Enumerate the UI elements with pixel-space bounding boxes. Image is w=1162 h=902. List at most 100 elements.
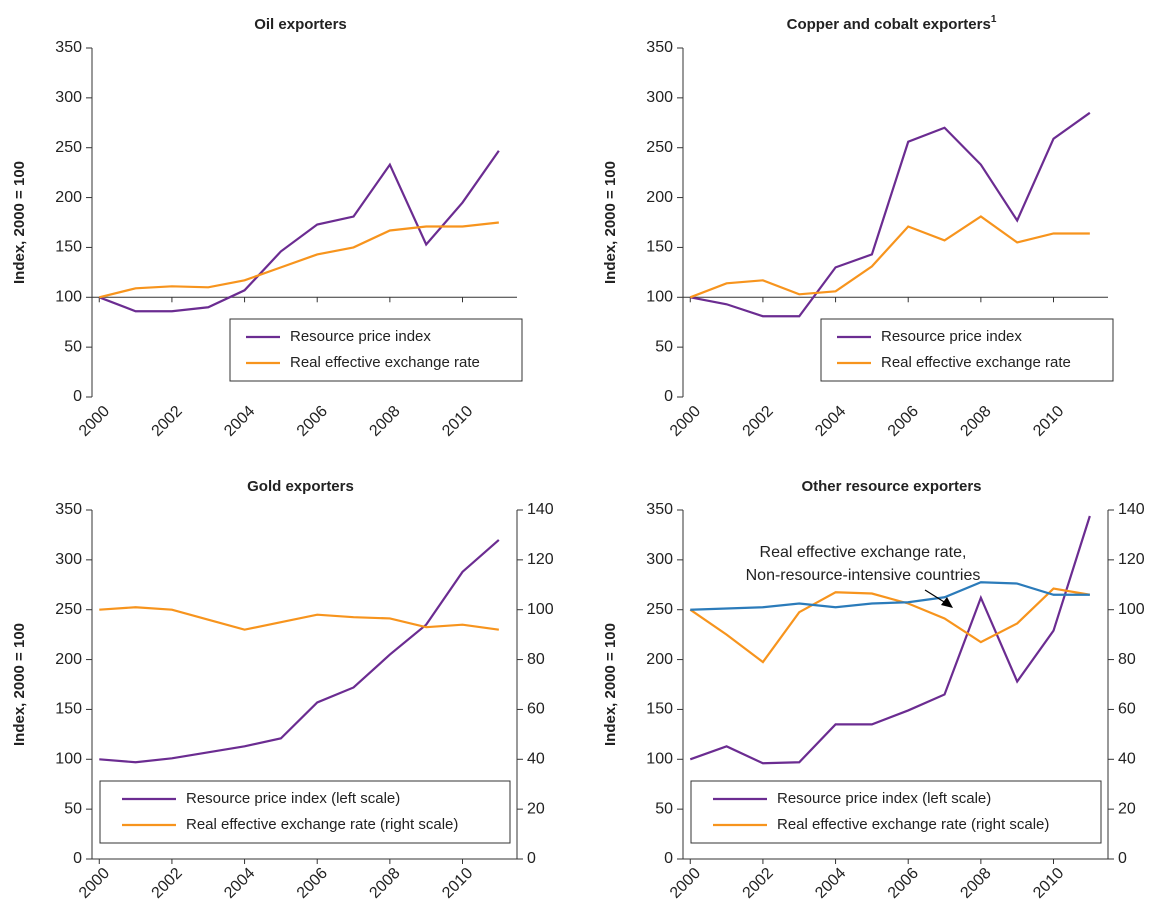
- x-tick-label: 2002: [740, 865, 777, 902]
- y-tick-label: 200: [55, 651, 82, 668]
- y2-tick-label: 140: [1118, 501, 1145, 518]
- y-tick-label: 200: [55, 189, 82, 206]
- legend: Resource price index Real effective excha…: [820, 318, 1114, 382]
- y2-tick-label: 20: [527, 800, 545, 817]
- y-axis-label: Index, 2000 = 100: [11, 623, 28, 746]
- x-tick-label: 2000: [76, 865, 113, 902]
- y-tick-label: 300: [646, 89, 673, 106]
- x-tick-label: 2004: [812, 403, 849, 440]
- y-tick-label: 150: [55, 701, 82, 718]
- chart-title: Gold exporters: [247, 478, 354, 495]
- title-text: Oil exporters: [254, 16, 347, 33]
- panel: Gold exporters Index, 2000 = 100 0 50 100 150…: [11, 478, 554, 902]
- x-tick-label: 2010: [439, 865, 476, 902]
- title-text: Gold exporters: [247, 478, 354, 495]
- y-tick-label: 150: [646, 701, 673, 718]
- legend-box: [690, 780, 1102, 844]
- y-tick-label: 0: [73, 850, 82, 867]
- x-tick-label: 2002: [149, 403, 186, 440]
- y-tick-label: 250: [646, 601, 673, 618]
- legend-box: [99, 780, 511, 844]
- y-tick-label: 250: [55, 139, 82, 156]
- x-tick-label: 2004: [221, 865, 258, 902]
- y2-tick-label: 20: [1118, 800, 1136, 817]
- data-line: [99, 606, 499, 631]
- y2-tick-label: 120: [527, 551, 554, 568]
- legend-label: Real effective exchange rate (right scal…: [186, 816, 458, 833]
- legend: Resource price index (left scale) Real ef…: [99, 780, 511, 844]
- legend-label: Real effective exchange rate: [881, 354, 1071, 371]
- y-tick-label: 200: [646, 651, 673, 668]
- data-line: [690, 111, 1091, 318]
- y2-tick-label: 40: [1118, 751, 1136, 768]
- panel: Copper and cobalt exporters1 Index, 2000 …: [602, 14, 1114, 440]
- y2-tick-label: 140: [527, 501, 554, 518]
- data-line: [99, 539, 500, 764]
- data-line: [689, 215, 1090, 299]
- y-tick-label: 0: [73, 388, 82, 405]
- y2-tick-label: 100: [527, 601, 554, 618]
- x-tick-label: 2002: [149, 865, 186, 902]
- data-line: [690, 581, 1090, 611]
- chart-title: Other resource exporters: [801, 478, 981, 495]
- y2-tick-label: 40: [527, 751, 545, 768]
- y-tick-label: 100: [55, 751, 82, 768]
- y2-tick-label: 60: [527, 701, 545, 718]
- data-line: [98, 150, 500, 313]
- y-tick-label: 300: [55, 89, 82, 106]
- y2-tick-label: 80: [527, 651, 545, 668]
- y-tick-label: 150: [55, 239, 82, 256]
- y-tick-label: 50: [64, 800, 82, 817]
- y-tick-label: 200: [646, 189, 673, 206]
- y-tick-label: 150: [646, 239, 673, 256]
- y2-tick-label: 60: [1118, 701, 1136, 718]
- legend-label: Real effective exchange rate: [290, 354, 480, 371]
- legend-label: Resource price index: [290, 328, 431, 345]
- x-tick-label: 2006: [885, 865, 922, 902]
- y2-tick-label: 80: [1118, 651, 1136, 668]
- y-axis-label: Index, 2000 = 100: [11, 161, 28, 284]
- y2-tick-label: 100: [1118, 601, 1145, 618]
- title-superscript: 1: [991, 14, 997, 25]
- legend-box: [229, 318, 523, 382]
- y-tick-label: 50: [64, 338, 82, 355]
- x-tick-label: 2008: [957, 403, 994, 440]
- annotation: Non-resource-intensive countries: [746, 567, 981, 584]
- y-tick-label: 350: [646, 501, 673, 518]
- panel: Oil exporters Index, 2000 = 100 0 50 100 150 2…: [11, 16, 523, 440]
- y-axis-label: Index, 2000 = 100: [602, 161, 619, 284]
- y-tick-label: 100: [646, 751, 673, 768]
- legend-label: Real effective exchange rate (right scal…: [777, 816, 1049, 833]
- y-tick-label: 0: [664, 388, 673, 405]
- y2-tick-label: 120: [1118, 551, 1145, 568]
- legend-label: Resource price index (left scale): [186, 790, 400, 807]
- legend: Resource price index (left scale) Real ef…: [690, 780, 1102, 844]
- legend-box: [820, 318, 1114, 382]
- x-tick-label: 2010: [439, 403, 476, 440]
- y-tick-label: 50: [655, 338, 673, 355]
- title-text: Copper and cobalt exporters: [787, 16, 991, 33]
- y-tick-label: 100: [646, 289, 673, 306]
- legend-label: Resource price index: [881, 328, 1022, 345]
- arrow-head: [941, 597, 953, 608]
- x-tick-label: 2000: [667, 865, 704, 902]
- x-tick-label: 2006: [294, 865, 331, 902]
- y-tick-label: 250: [646, 139, 673, 156]
- x-tick-label: 2008: [366, 865, 403, 902]
- chart-title: Copper and cobalt exporters1: [787, 14, 997, 33]
- data-line: [99, 221, 499, 299]
- y-tick-label: 250: [55, 601, 82, 618]
- y-axis-label: Index, 2000 = 100: [602, 623, 619, 746]
- data-line: [689, 515, 1091, 765]
- y-tick-label: 300: [55, 551, 82, 568]
- x-tick-label: 2006: [885, 403, 922, 440]
- annotation: Real effective exchange rate,: [760, 544, 967, 561]
- y-tick-label: 0: [664, 850, 673, 867]
- x-tick-label: 2008: [366, 403, 403, 440]
- y2-tick-label: 0: [527, 850, 536, 867]
- y-tick-label: 300: [646, 551, 673, 568]
- y-tick-label: 350: [646, 39, 673, 56]
- x-tick-label: 2010: [1030, 403, 1067, 440]
- title-text: Other resource exporters: [801, 478, 981, 495]
